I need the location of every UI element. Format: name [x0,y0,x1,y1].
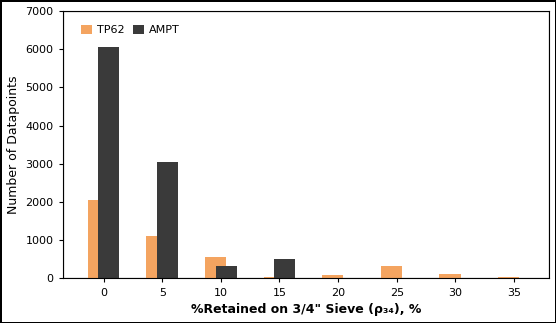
Bar [264,277,285,278]
Bar [322,275,344,278]
X-axis label: %Retained on 3/4" Sieve (ρ₃₄), %: %Retained on 3/4" Sieve (ρ₃₄), % [191,303,421,316]
Bar [146,236,167,278]
Bar [216,266,237,278]
Legend: TP62, AMPT: TP62, AMPT [78,22,183,39]
Bar [98,47,120,278]
Bar [205,257,226,278]
Bar [63,11,549,278]
Bar [274,259,295,278]
Y-axis label: Number of Datapoints: Number of Datapoints [7,76,20,214]
Bar [381,266,402,278]
Bar [157,162,178,278]
Bar [88,200,109,278]
Bar [498,277,519,278]
Bar [439,274,460,278]
